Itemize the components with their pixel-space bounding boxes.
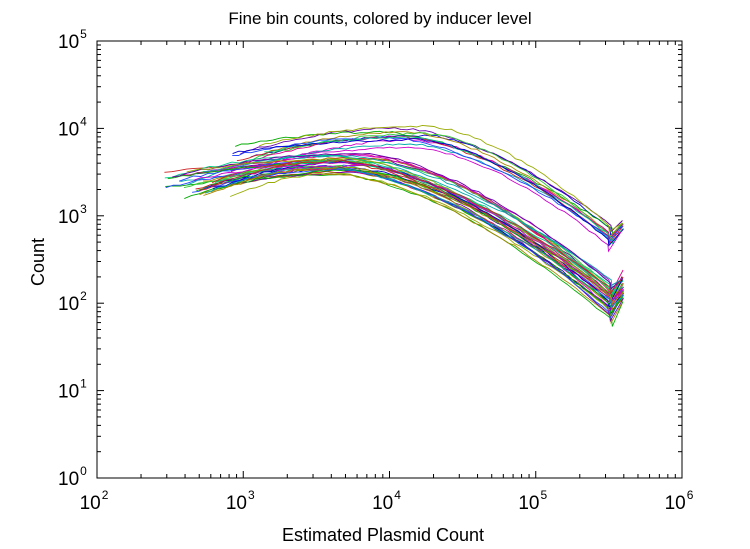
x-tick-label: 103 [226,488,255,514]
series-line [205,166,624,309]
x-tick-label: 106 [665,488,694,514]
chart-title: Fine bin counts, colored by inducer leve… [228,9,531,28]
series-line [230,172,623,318]
series-line [264,136,623,245]
series-line [199,159,624,295]
series-line [202,154,624,289]
x-tick-label: 105 [518,488,547,514]
y-tick-label: 103 [58,202,87,228]
series-line [239,127,623,233]
series-line [167,161,623,304]
plot-frame [96,40,683,479]
y-tick-label: 102 [58,289,87,315]
series-line [265,131,623,240]
x-tick-label: 104 [372,488,401,514]
series-line [232,136,623,244]
series-line [250,134,624,236]
series-line [211,159,623,303]
series-layer [164,124,625,327]
y-tick-label: 101 [58,377,87,403]
series-line [259,124,623,233]
series-line [184,169,625,314]
x-axis-label: Estimated Plasmid Count [282,525,484,545]
y-tick-label: 104 [58,114,87,140]
series-line [232,138,624,247]
series-line [203,166,623,306]
series-line [186,157,625,302]
series-line [183,165,623,302]
y-tick-label: 100 [58,464,87,490]
y-tick-label: 105 [58,27,87,53]
y-axis-label: Count [28,238,48,286]
x-tick-label: 102 [80,488,109,514]
series-line [214,160,623,296]
series-line [172,153,624,290]
